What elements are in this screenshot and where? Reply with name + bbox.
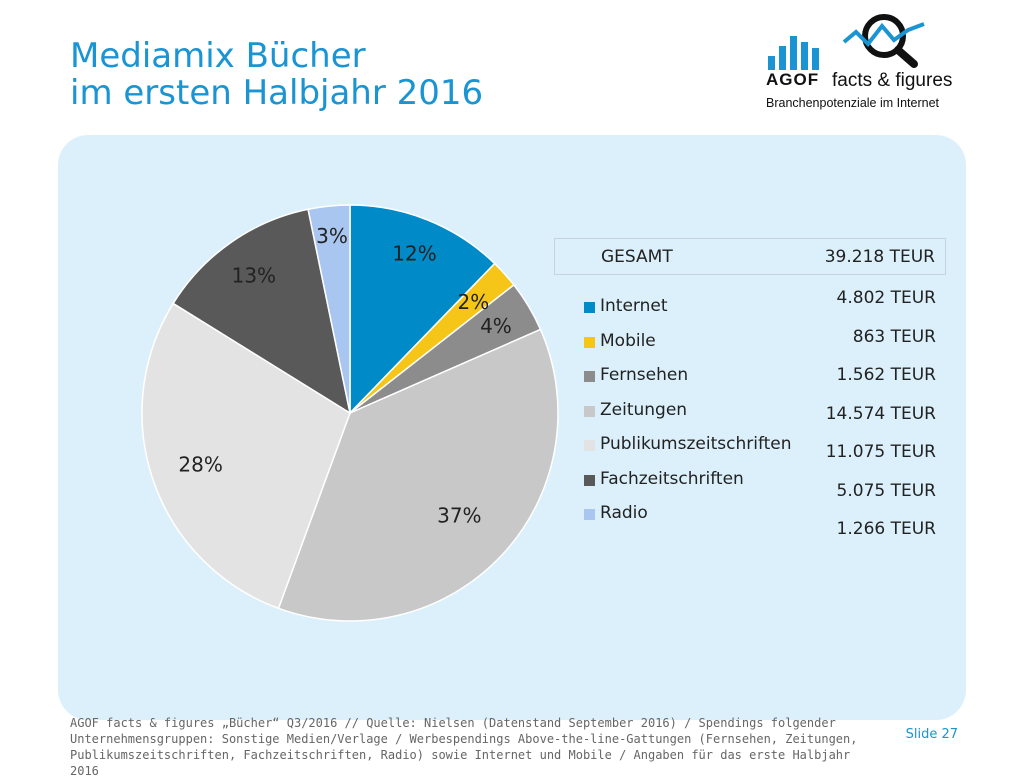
logo-subtitle: Branchenpotenziale im Internet	[766, 96, 940, 110]
legend-swatch	[584, 336, 595, 348]
legend-label: Publikumszeitschriften	[600, 434, 792, 454]
pie-slice-publikumszeitschriften	[141, 302, 351, 610]
legend-swatch	[584, 509, 595, 520]
total-value: 39.218 TEUR	[824, 247, 935, 267]
legend-swatch	[584, 405, 595, 417]
pie-slice-internet	[349, 204, 496, 415]
agof-logo: AGOF facts & figures Branchenpotenziale …	[766, 12, 966, 112]
amount-internet: 4.802 TEUR	[836, 288, 936, 308]
legend-swatch	[584, 371, 595, 382]
legend-label: Fernsehen	[600, 365, 689, 385]
title-line-2: im ersten Halbjahr 2016	[70, 73, 484, 113]
amount-mobile: 863 TEUR	[852, 326, 936, 347]
slice-label-mobile: 2%	[458, 290, 490, 314]
logo-tagline: facts & figures	[832, 70, 953, 91]
pie-slice-radio	[307, 204, 351, 414]
magnifier-chart-icon	[768, 14, 925, 70]
legend-label: Zeitungen	[600, 399, 688, 420]
legend-label: Mobile	[600, 330, 656, 351]
pie-slice-fachzeitschriften	[172, 208, 352, 415]
legend-swatch	[584, 474, 595, 486]
page-title: Mediamix Bücher im ersten Halbjahr 2016	[70, 38, 483, 112]
amount-radio: 1.266 TEUR	[836, 519, 936, 539]
amount-fernsehen: 1.562 TEUR	[836, 365, 936, 385]
title-line-1: Mediamix Bücher	[70, 36, 366, 76]
slice-label-fernsehen: 4%	[480, 314, 512, 338]
amount-fachzeitschriften: 5.075 TEUR	[836, 480, 936, 501]
slice-label-internet: 12%	[392, 242, 436, 266]
source-note: AGOF facts & figures „Bücher“ Q3/2016 //…	[70, 716, 858, 778]
total-label: GESAMT	[601, 247, 673, 267]
amount-zeitungen: 14.574 TEUR	[825, 403, 936, 424]
legend-swatch	[584, 440, 595, 451]
slice-label-zeitungen: 37%	[437, 504, 481, 528]
legend-label: Radio	[600, 503, 648, 523]
slice-label-publikumszeitschriften: 28%	[178, 453, 222, 477]
slice-label-fachzeitschriften: 13%	[232, 263, 276, 287]
legend-swatch	[584, 302, 595, 313]
pie-slice-zeitungen	[277, 328, 559, 622]
amount-publikumszeitschriften: 11.075 TEUR	[825, 442, 936, 462]
slide-number: Slide 27	[905, 727, 958, 742]
legend-label: Fachzeitschriften	[600, 468, 744, 489]
logo-brand: AGOF	[766, 70, 820, 89]
total-row: GESAMT 39.218 TEUR	[554, 238, 946, 275]
slice-label-radio: 3%	[316, 224, 348, 248]
legend-label: Internet	[600, 296, 668, 316]
